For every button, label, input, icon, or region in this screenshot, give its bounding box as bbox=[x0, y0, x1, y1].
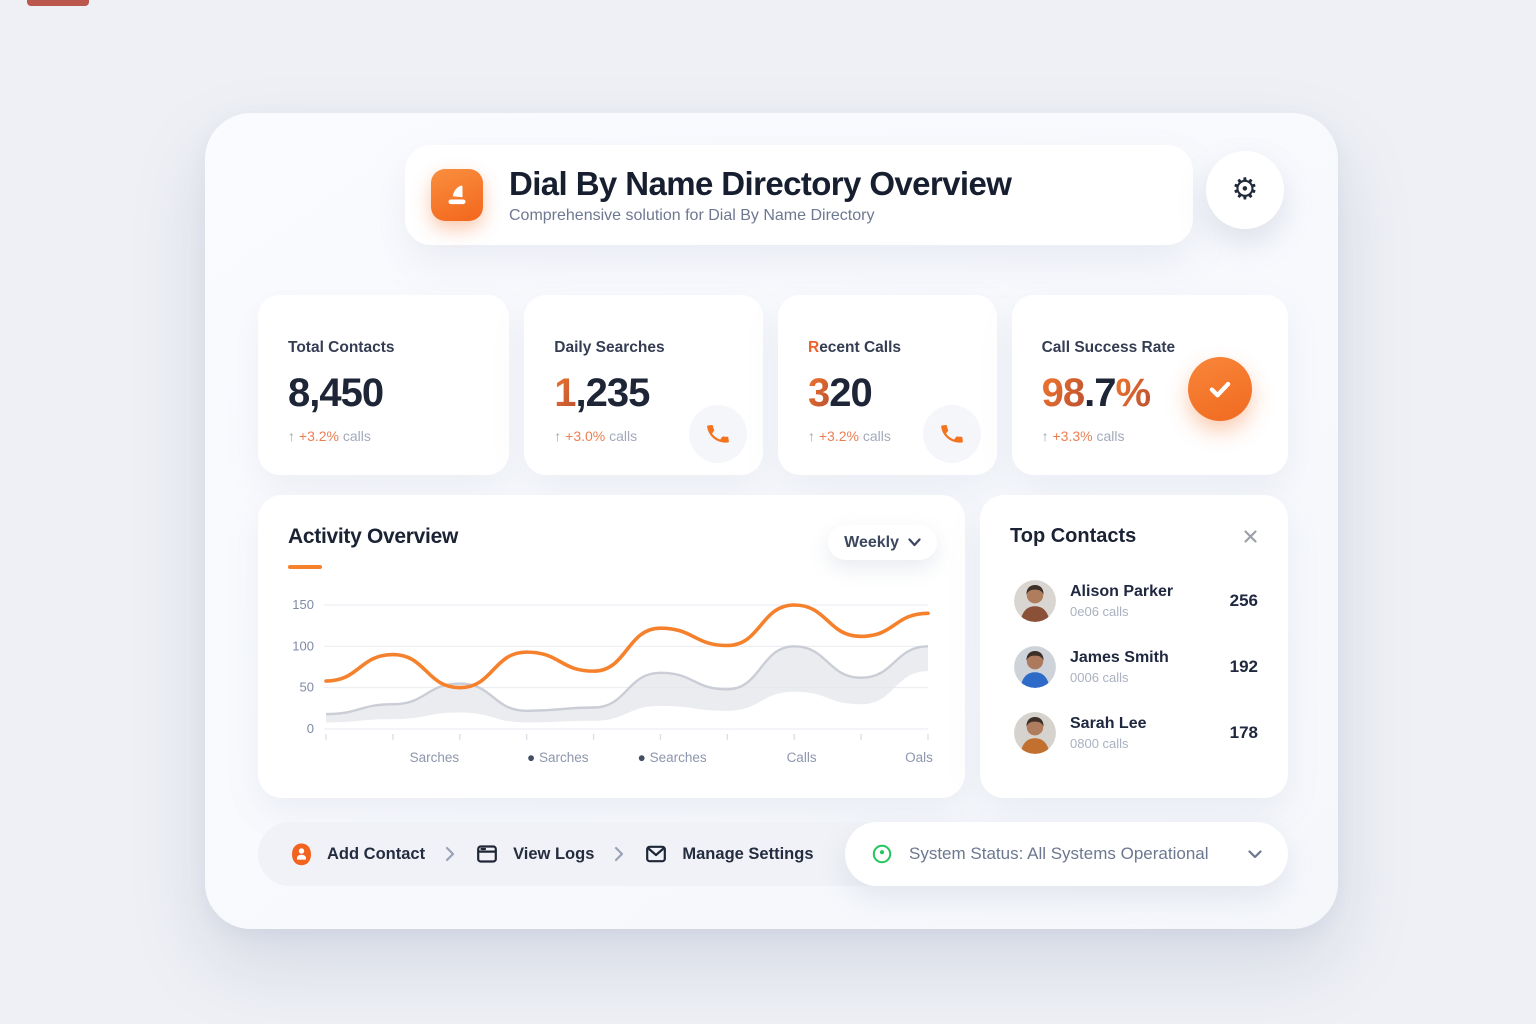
stat-value: 1,235 bbox=[554, 371, 650, 415]
avatar bbox=[1014, 712, 1056, 754]
red-corner-mark bbox=[27, 0, 89, 6]
top-contacts-card: Top Contacts Alison Parker 0e06 calls 25… bbox=[980, 495, 1288, 798]
page-subtitle: Comprehensive solution for Dial By Name … bbox=[509, 206, 875, 224]
range-selector-dropdown[interactable]: Weekly bbox=[828, 525, 937, 560]
activity-title: Activity Overview bbox=[288, 525, 458, 548]
chevron-right-icon bbox=[445, 846, 455, 862]
svg-text:Oals: Oals bbox=[905, 750, 933, 765]
phone-icon bbox=[688, 405, 747, 463]
svg-text:● Searches: ● Searches bbox=[638, 750, 707, 765]
contact-row-alison-parker[interactable]: Alison Parker 0e06 calls 256 bbox=[1010, 570, 1262, 632]
svg-text:150: 150 bbox=[292, 597, 314, 612]
contact-row-sarah-lee[interactable]: Sarah Lee 0800 calls 178 bbox=[1010, 702, 1262, 764]
contact-subtext: 0e06 calls bbox=[1070, 604, 1129, 619]
add-contact-label: Add Contact bbox=[327, 844, 426, 863]
contact-count: 178 bbox=[1229, 723, 1258, 742]
page-title: Dial By Name Directory Overview bbox=[509, 165, 1012, 203]
top-contacts-title: Top Contacts bbox=[1010, 525, 1137, 547]
manage-settings-label: Manage Settings bbox=[682, 844, 814, 863]
header-text: Dial By Name Directory Overview Comprehe… bbox=[509, 165, 1012, 225]
close-button[interactable] bbox=[1239, 525, 1262, 548]
stat-value: 98.7% bbox=[1041, 371, 1151, 415]
mail-icon bbox=[646, 845, 667, 863]
stat-trend: ↑ +3.0% calls bbox=[554, 428, 638, 444]
stat-label: Recent Calls bbox=[807, 339, 902, 356]
close-icon bbox=[1244, 530, 1257, 543]
stat-card-total-contacts: Total Contacts 8,450 ↑ +3.2% calls bbox=[258, 295, 510, 475]
contact-count: 256 bbox=[1229, 591, 1258, 610]
title-accent-underline bbox=[288, 565, 322, 569]
gear-icon: ⚙ bbox=[1231, 172, 1259, 207]
stat-label: Daily Searches bbox=[554, 339, 665, 356]
stat-trend: ↑ +3.2% calls bbox=[807, 428, 891, 444]
stat-trend: ↑ +3.2% calls bbox=[288, 428, 371, 444]
stat-card-call-success-rate: Call Success Rate 98.7% ↑ +3.3% calls bbox=[1011, 295, 1288, 475]
stat-label: Call Success Rate bbox=[1041, 339, 1176, 356]
svg-text:Calls: Calls bbox=[787, 750, 817, 765]
contact-row-james-smith[interactable]: James Smith 0006 calls 192 bbox=[1010, 636, 1262, 698]
stat-label: Total Contacts bbox=[288, 339, 395, 356]
svg-text:50: 50 bbox=[300, 680, 314, 695]
app-logo-icon bbox=[431, 169, 483, 221]
stat-card-daily-searches: Daily Searches 1,235 ↑ +3.0% calls bbox=[524, 295, 763, 475]
activity-chart: 150 100 50 0 Sarches ● Sarches ● Searches Calls… bbox=[280, 593, 940, 773]
manage-settings-button[interactable]: Manage Settings bbox=[644, 842, 814, 866]
header: Dial By Name Directory Overview Comprehe… bbox=[405, 145, 1193, 245]
logs-icon bbox=[477, 845, 497, 863]
stat-value: 8,450 bbox=[288, 371, 384, 415]
footer-bar: Add Contact View Logs Manage Settings Sy… bbox=[258, 822, 1288, 886]
add-contact-icon bbox=[292, 843, 311, 865]
phone-icon bbox=[922, 405, 981, 463]
svg-text:0: 0 bbox=[307, 721, 314, 736]
dashboard-window: Dial By Name Directory Overview Comprehe… bbox=[205, 113, 1338, 929]
avatar bbox=[1014, 580, 1056, 622]
contact-count: 192 bbox=[1229, 657, 1258, 676]
svg-text:● Sarches: ● Sarches bbox=[527, 750, 589, 765]
avatar bbox=[1014, 646, 1056, 688]
stat-value: 320 bbox=[807, 371, 873, 415]
system-status-dropdown[interactable]: System Status: All Systems Operational bbox=[845, 822, 1288, 886]
add-contact-button[interactable]: Add Contact bbox=[290, 842, 425, 867]
stat-card-recent-calls: Recent Calls 320 ↑ +3.2% calls bbox=[777, 295, 997, 475]
activity-overview-card: Activity Overview Weekly 150 100 50 0 Sarche… bbox=[258, 495, 965, 798]
view-logs-label: View Logs bbox=[513, 844, 595, 863]
chevron-down-icon bbox=[908, 538, 921, 547]
system-status-label: System Status: All Systems Operational bbox=[909, 844, 1209, 863]
svg-text:100: 100 bbox=[292, 638, 314, 653]
view-logs-button[interactable]: View Logs bbox=[475, 842, 594, 866]
stat-trend: ↑ +3.3% calls bbox=[1041, 428, 1125, 444]
settings-button[interactable]: ⚙ bbox=[1206, 151, 1284, 229]
contact-subtext: 0800 calls bbox=[1070, 736, 1129, 751]
contact-list: Alison Parker 0e06 calls 256 James Smith… bbox=[1010, 570, 1262, 764]
status-ok-icon bbox=[872, 844, 892, 864]
check-circle-icon bbox=[1188, 357, 1252, 421]
contact-name: Alison Parker bbox=[1070, 583, 1174, 600]
stats-row: Total Contacts 8,450 ↑ +3.2% calls Daily… bbox=[258, 295, 1288, 475]
contact-name: Sarah Lee bbox=[1070, 715, 1147, 732]
chevron-down-icon bbox=[1248, 849, 1262, 858]
contact-name: James Smith bbox=[1070, 649, 1169, 666]
svg-text:Sarches: Sarches bbox=[410, 750, 460, 765]
contact-subtext: 0006 calls bbox=[1070, 670, 1129, 685]
range-selector-label: Weekly bbox=[844, 533, 899, 551]
chevron-right-icon bbox=[614, 846, 624, 862]
